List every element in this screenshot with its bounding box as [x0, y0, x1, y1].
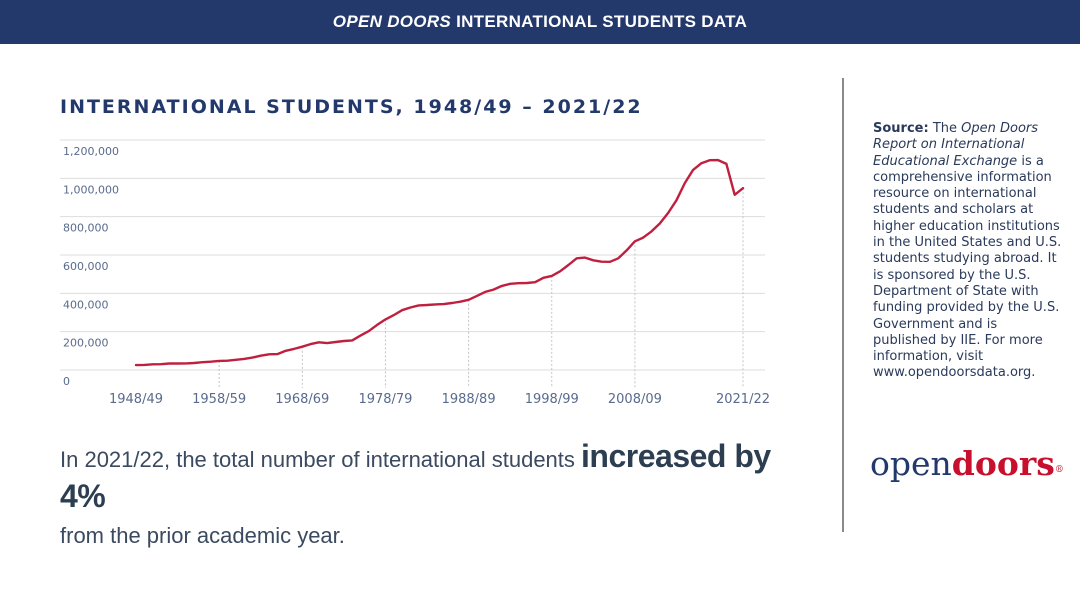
line-chart: 0 200,000 400,000 600,000 800,000 1,000,000 1,… [60, 139, 770, 407]
y-tick-label: 200,000 [63, 337, 109, 350]
y-tick-label: 800,000 [63, 222, 109, 235]
x-tick-label: 1968/69 [275, 392, 329, 407]
headline: In 2021/22, the total number of internat… [60, 438, 820, 554]
y-tick-label: 0 [63, 375, 70, 388]
headline-emphasis: increased by 4% [60, 438, 771, 514]
vertical-divider [842, 78, 844, 532]
source-body: is a comprehensive information resource … [873, 153, 1062, 381]
y-tick-label: 600,000 [63, 260, 109, 273]
x-tick-label: 1948/49 [109, 392, 163, 407]
x-tick-label: 1978/79 [358, 392, 412, 407]
x-tick-label: 2008/09 [608, 392, 662, 407]
y-tick-label: 400,000 [63, 298, 109, 311]
source-note: Source: The Open Doors Report on Interna… [873, 121, 1063, 382]
header-banner: OPEN DOORS INTERNATIONAL STUDENTS DATA [0, 0, 1080, 44]
y-tick-label: 1,200,000 [63, 145, 119, 158]
y-tick-label: 1,000,000 [63, 183, 119, 196]
logo-registered-mark: ® [1054, 465, 1064, 475]
headline-text-end: from the prior academic year. [60, 523, 345, 548]
source-report-title: Open Doors Report on International Educa… [873, 121, 1039, 169]
headline-text: In 2021/22, the total number of internat… [60, 447, 575, 472]
x-tick-label: 1988/89 [442, 392, 496, 407]
source-label: Source: [873, 121, 929, 136]
logo-open: open [870, 444, 952, 483]
chart-title: INTERNATIONAL STUDENTS, 1948/49 – 2021/2… [60, 96, 643, 118]
x-tick-label: 2021/22 [716, 392, 770, 407]
x-tick-label: 1998/99 [525, 392, 579, 407]
source-pre: The [932, 121, 958, 136]
opendoors-logo: opendoors® [870, 444, 1064, 484]
x-tick-label: 1958/59 [192, 392, 246, 407]
banner-subtitle: INTERNATIONAL STUDENTS DATA [456, 12, 748, 31]
logo-doors: doors [951, 444, 1055, 483]
banner-brand: OPEN DOORS [332, 12, 452, 31]
series-line-international-students [134, 158, 745, 367]
